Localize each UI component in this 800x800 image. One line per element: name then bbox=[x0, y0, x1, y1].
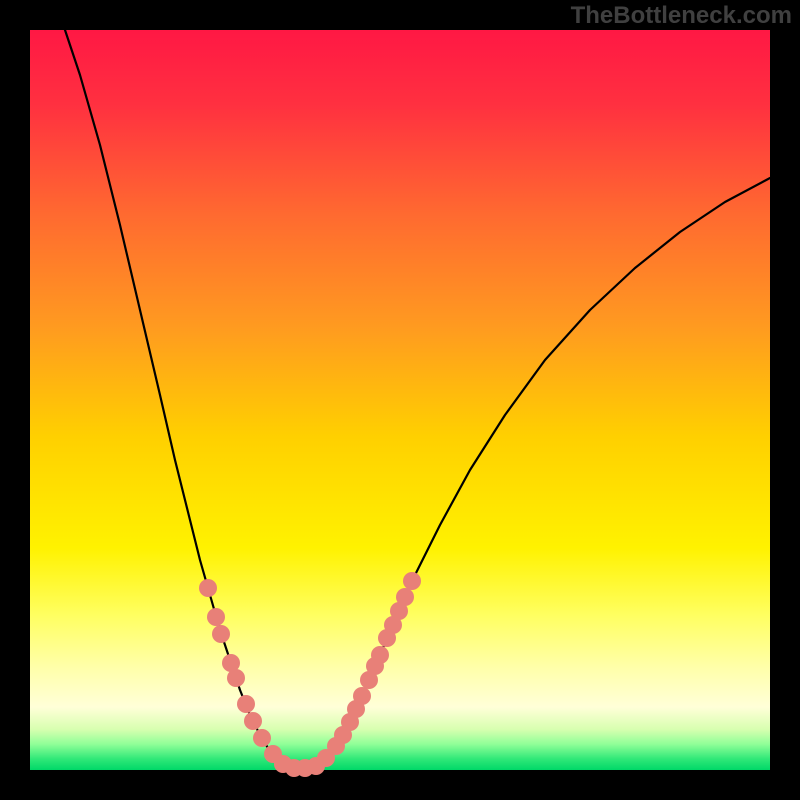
marker-point bbox=[353, 687, 371, 705]
marker-point bbox=[253, 729, 271, 747]
marker-point bbox=[212, 625, 230, 643]
marker-point bbox=[403, 572, 421, 590]
marker-point bbox=[244, 712, 262, 730]
marker-point bbox=[199, 579, 217, 597]
watermark-text: TheBottleneck.com bbox=[571, 2, 792, 30]
bottleneck-chart bbox=[0, 0, 800, 800]
marker-point bbox=[227, 669, 245, 687]
gradient-panel bbox=[30, 30, 770, 770]
marker-point bbox=[371, 646, 389, 664]
marker-point bbox=[237, 695, 255, 713]
marker-point bbox=[207, 608, 225, 626]
marker-point bbox=[396, 588, 414, 606]
